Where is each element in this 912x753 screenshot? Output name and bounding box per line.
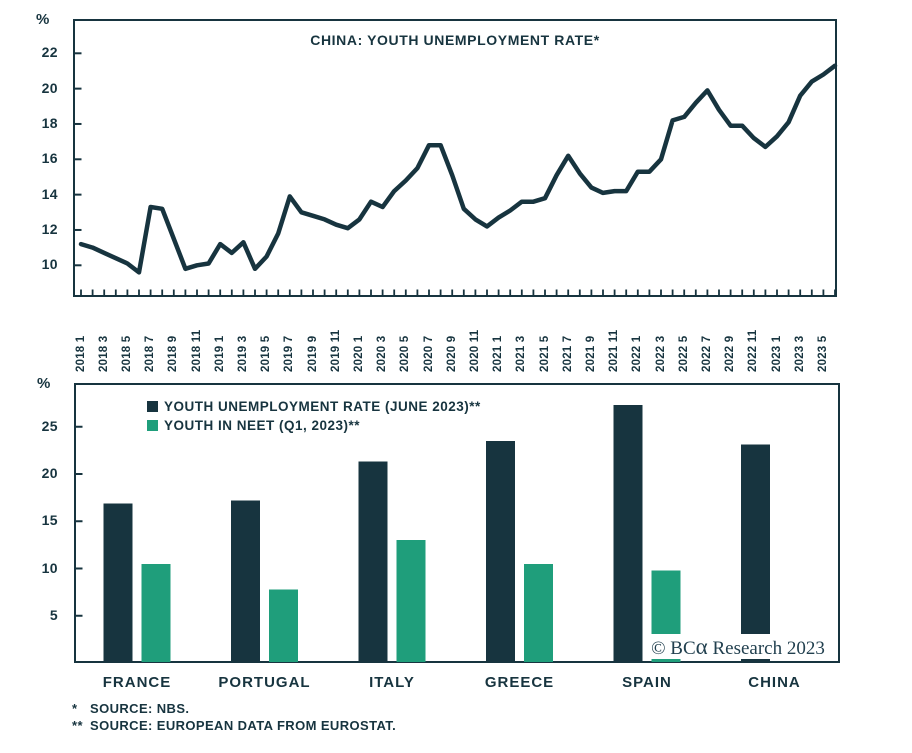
footnote-eurostat: ** SOURCE: EUROPEAN DATA FROM EUROSTAT. <box>72 718 396 735</box>
footnote-marker: * <box>72 701 78 716</box>
source-footnotes: * SOURCE: NBS. ** SOURCE: EUROPEAN DATA … <box>72 701 396 735</box>
legend-item-unemployment: YOUTH UNEMPLOYMENT RATE (JUNE 2023)** <box>147 397 481 415</box>
line-y-tick-label: 22 <box>41 44 58 61</box>
line-x-tick-label: 2018 1 <box>74 335 87 372</box>
line-x-tick-label: 2022 11 <box>747 329 760 372</box>
bar-y-tick-label: 5 <box>49 606 58 623</box>
legend-label-neet: YOUTH IN NEET (Q1, 2023)** <box>164 417 361 433</box>
bar-china-unemployment <box>741 444 770 662</box>
line-x-tick-label: 2020 3 <box>376 335 389 372</box>
footnote-nbs: * SOURCE: NBS. <box>72 701 396 718</box>
line-x-tick-label: 2019 5 <box>260 335 273 372</box>
line-y-tick-label: 10 <box>41 256 58 273</box>
bar-portugal-unemployment <box>231 500 260 662</box>
category-label-greece: GREECE <box>484 674 555 691</box>
line-x-tick-label: 2023 3 <box>793 335 806 372</box>
line-chart-unit-label: % <box>36 11 50 28</box>
bar-france-neet <box>141 563 171 662</box>
bar-france-unemployment <box>103 503 133 662</box>
bar-portugal-neet <box>269 589 298 662</box>
bar-chart-legend: YOUTH UNEMPLOYMENT RATE (JUNE 2023)** YO… <box>147 397 481 435</box>
bar-italy-unemployment <box>358 461 388 662</box>
bar-y-tick-label: 15 <box>41 512 58 529</box>
bar-chart-unit-label: % <box>37 375 51 392</box>
line-chart-title: CHINA: YOUTH UNEMPLOYMENT RATE* <box>310 32 600 48</box>
line-x-tick-label: 2018 11 <box>190 329 203 372</box>
line-y-tick-label: 12 <box>41 220 58 237</box>
footnote-text: SOURCE: EUROPEAN DATA FROM EUROSTAT. <box>90 718 397 733</box>
line-x-tick-label: 2020 7 <box>422 335 435 372</box>
line-y-tick-label: 18 <box>41 114 58 131</box>
line-x-tick-label: 2020 5 <box>399 335 412 372</box>
line-x-tick-label: 2022 5 <box>677 335 690 372</box>
line-x-tick-label: 2021 5 <box>538 335 551 372</box>
bar-greece-neet <box>524 563 553 662</box>
category-label-spain: SPAIN <box>622 674 672 691</box>
line-x-tick-label: 2022 7 <box>700 335 713 372</box>
line-x-tick-label: 2021 7 <box>561 335 574 372</box>
bar-chart-frame <box>74 383 840 663</box>
category-label-france: FRANCE <box>102 674 172 691</box>
legend-label-unemployment: YOUTH UNEMPLOYMENT RATE (JUNE 2023)** <box>164 398 481 414</box>
line-x-tick-label: 2021 11 <box>608 329 621 372</box>
line-chart-frame <box>73 19 837 297</box>
bca-research-logo: © BCα Research 2023 <box>647 634 829 659</box>
legend-item-neet: YOUTH IN NEET (Q1, 2023)** <box>147 416 481 434</box>
line-x-tick-label: 2020 11 <box>468 329 481 372</box>
category-label-china: CHINA <box>748 674 801 691</box>
line-x-tick-label: 2019 1 <box>213 335 226 372</box>
line-x-tick-label: 2020 1 <box>352 335 365 372</box>
unemployment-line <box>78 63 838 275</box>
line-x-tick-label: 2023 1 <box>770 335 783 372</box>
category-label-portugal: PORTUGAL <box>218 674 311 691</box>
line-x-tick-label: 2018 3 <box>97 335 110 372</box>
line-x-tick-label: 2019 11 <box>329 329 342 372</box>
line-x-tick-label: 2021 9 <box>584 335 597 372</box>
bar-greece-unemployment <box>486 440 515 662</box>
bar-y-tick-label: 20 <box>41 465 58 481</box>
line-x-tick-label: 2022 1 <box>631 335 644 372</box>
line-x-tick-label: 2021 1 <box>492 335 505 372</box>
line-x-tick-label: 2022 9 <box>724 335 737 372</box>
line-x-tick-label: 2019 9 <box>306 335 319 372</box>
line-x-tick-label: 2020 9 <box>445 335 458 372</box>
bar-y-tick-label: 10 <box>41 559 58 576</box>
legend-swatch-unemployment <box>147 400 158 412</box>
line-x-tick-label: 2019 3 <box>236 335 249 372</box>
footnote-text: SOURCE: NBS. <box>90 701 190 716</box>
bar-y-tick-label: 25 <box>41 417 58 434</box>
legend-swatch-neet <box>147 419 158 431</box>
bar-italy-neet <box>396 540 426 662</box>
line-y-tick-label: 16 <box>41 150 58 167</box>
line-x-tick-label: 2018 7 <box>144 335 157 372</box>
logo-suffix: Research 2023 <box>707 638 825 659</box>
line-x-tick-label: 2022 3 <box>654 335 667 372</box>
line-x-tick-label: 2018 9 <box>167 335 180 372</box>
line-x-tick-label: 2023 5 <box>816 335 829 372</box>
bar-spain-unemployment <box>613 405 643 662</box>
line-x-tick-label: 2021 3 <box>515 335 528 372</box>
category-label-italy: ITALY <box>369 674 415 691</box>
line-y-tick-label: 20 <box>41 79 58 96</box>
logo-alpha-glyph: α <box>695 634 708 659</box>
line-x-tick-label: 2019 7 <box>283 335 296 372</box>
logo-prefix: © BC <box>651 638 696 659</box>
footnote-marker: ** <box>72 718 83 733</box>
line-y-tick-label: 14 <box>41 185 58 202</box>
line-x-tick-label: 2018 5 <box>120 335 133 372</box>
